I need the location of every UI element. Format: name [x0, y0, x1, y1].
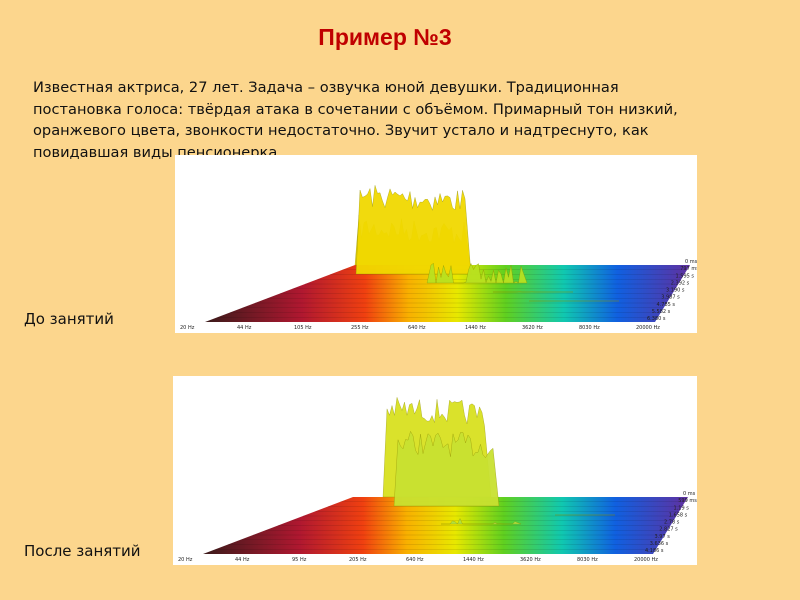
freq-label: 20000 Hz	[636, 325, 660, 331]
time-label: 599 ms	[678, 498, 697, 504]
time-label: 4.785 s	[657, 302, 676, 308]
freq-label: 640 Hz	[406, 557, 424, 563]
freq-label: 95 Hz	[292, 557, 307, 563]
time-label: 3.987 s	[661, 295, 680, 301]
spectrum-peak	[355, 185, 472, 275]
freq-label: 255 Hz	[351, 325, 369, 331]
freq-label: 3620 Hz	[520, 557, 541, 563]
floor	[205, 265, 690, 322]
panel-label: До занятий	[24, 310, 114, 328]
time-label: 0 ms	[683, 491, 696, 497]
time-label: 3.97 s	[655, 534, 671, 540]
time-label: 3.190 s	[666, 288, 685, 294]
time-label: 797 ms	[680, 266, 697, 272]
freq-label: 20 Hz	[178, 557, 193, 563]
freq-label: 20 Hz	[180, 325, 195, 331]
freq-label: 1440 Hz	[465, 325, 486, 331]
spectrum-peak	[393, 430, 500, 507]
freq-label: 205 Hz	[349, 557, 367, 563]
time-label: 2.827 s	[659, 527, 678, 533]
freq-label: 8030 Hz	[577, 557, 598, 563]
freq-label: 640 Hz	[408, 325, 426, 331]
freq-label: 1440 Hz	[463, 557, 484, 563]
time-label: 6.380 s	[647, 316, 666, 322]
panel-label: После занятий	[24, 542, 141, 560]
description-line: оранжевого цвета, звонкости недостаточно…	[33, 122, 649, 139]
freq-label: 44 Hz	[237, 325, 252, 331]
spectrum-peak	[426, 263, 528, 284]
time-label: 2.78 s	[664, 520, 680, 526]
spectrogram-before: 20 Hz 44 Hz 105 Hz 255 Hz 640 Hz 1440 Hz 3620 …	[175, 155, 697, 333]
description: Известная актриса, 27 лет. Задача – озву…	[33, 77, 678, 163]
freq-label: 20000 Hz	[634, 557, 658, 563]
time-label: 3.636 s	[650, 541, 669, 547]
time-label: 5.582 s	[652, 309, 671, 315]
time-label: 4.186 s	[645, 548, 664, 554]
floor	[203, 497, 688, 554]
freq-label: 3620 Hz	[522, 325, 543, 331]
freq-label: 8030 Hz	[579, 325, 600, 331]
time-label: 0 ms	[685, 259, 697, 265]
spectrum-peak	[441, 518, 522, 525]
time-label: 2.392 s	[671, 280, 690, 286]
spectrogram-after: 20 Hz 44 Hz 95 Hz 205 Hz 640 Hz 1440 Hz 3620 H…	[173, 376, 697, 565]
description-line: постановка голоса: твёрдая атака в сочет…	[33, 100, 678, 118]
time-label: 1.19 s	[674, 505, 690, 511]
slide-title: Пример №3	[318, 24, 452, 50]
time-label: 1.658 s	[669, 512, 688, 518]
time-label: 1.595 s	[676, 273, 695, 279]
description-line: Известная актриса, 27 лет. Задача – озву…	[33, 79, 619, 96]
freq-label: 105 Hz	[294, 325, 312, 331]
freq-label: 44 Hz	[235, 557, 250, 563]
